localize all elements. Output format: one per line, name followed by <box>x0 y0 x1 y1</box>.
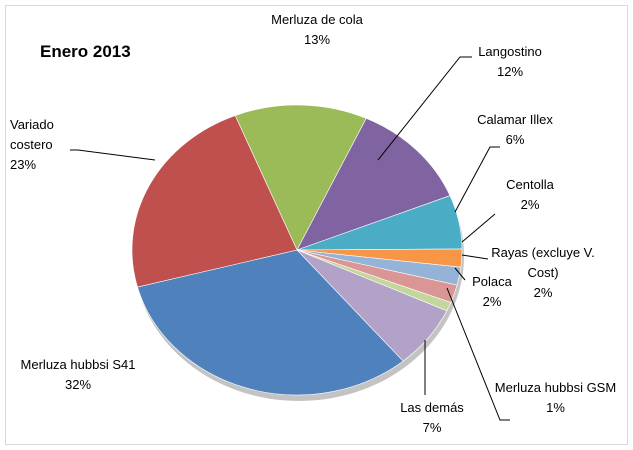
label-value: 32% <box>64 377 92 392</box>
leader-line <box>70 149 156 161</box>
label-value: 1% <box>546 400 565 415</box>
label-name: Merluza hubbsi S41 <box>20 357 136 372</box>
label-name: Centolla <box>506 177 554 192</box>
slice <box>131 115 298 288</box>
label-value: 6% <box>505 132 525 147</box>
label-value: 23% <box>10 157 37 172</box>
data-label: Centolla 2% <box>480 175 580 215</box>
slice <box>234 104 367 251</box>
label-name: Las demás <box>400 400 464 415</box>
label-value: 13% <box>303 32 331 47</box>
label-name: Variado costero <box>10 117 54 152</box>
label-name: Merluza hubbsi GSM <box>494 380 617 395</box>
data-label: Polaca 2% <box>447 272 537 312</box>
frame <box>5 5 628 445</box>
label-value: 2% <box>520 197 540 212</box>
leaders <box>70 56 510 421</box>
data-label: Variado costero 23% <box>10 115 80 175</box>
leader-line <box>454 267 466 281</box>
label-value: 7% <box>422 420 442 435</box>
leader-line <box>446 287 510 421</box>
leader-line <box>461 254 489 260</box>
label-name: Rayas (excluye V. Cost) <box>491 245 595 280</box>
label-value: 2% <box>482 294 502 309</box>
data-label: Calamar Illex 6% <box>465 110 565 150</box>
slice <box>137 249 404 396</box>
label-name: Polaca <box>472 274 512 289</box>
data-label: Merluza hubbsi GSM 1% <box>488 378 623 418</box>
data-label: Langostino 12% <box>460 42 560 82</box>
chart-title: Enero 2013 <box>40 42 131 61</box>
leader-line <box>461 213 496 243</box>
label-value: 2% <box>533 285 553 300</box>
data-label: Las demás 7% <box>382 398 482 438</box>
data-label: Merluza de cola 13% <box>262 10 372 50</box>
slice <box>296 117 451 251</box>
pie <box>131 104 463 396</box>
leader-line <box>454 146 500 213</box>
data-label: Rayas (excluye V. Cost) 2% <box>478 243 608 303</box>
label-name: Merluza de cola <box>271 12 363 27</box>
data-label: Merluza hubbsi S41 32% <box>18 355 138 395</box>
label-name: Langostino <box>478 44 542 59</box>
label-value: 12% <box>496 64 524 79</box>
leader-line <box>377 56 472 161</box>
label-name: Calamar Illex <box>477 112 553 127</box>
